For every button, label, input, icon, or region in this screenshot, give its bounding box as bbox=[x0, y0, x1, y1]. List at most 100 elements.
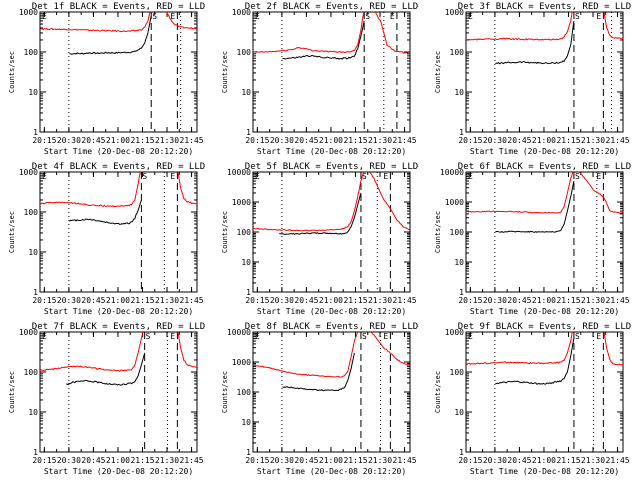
marker-label-right: E bbox=[383, 332, 388, 341]
x-tick-label: 21:15 bbox=[556, 456, 580, 465]
x-tick-label: 21:45 bbox=[393, 456, 417, 465]
y-tick-label: 10 bbox=[28, 248, 38, 257]
x-tick-label: 21:15 bbox=[130, 136, 154, 145]
chart-panel-3: Det 3f BLACK = Events, RED = LLD Counts/s… bbox=[434, 2, 631, 156]
y-axis-label: Counts/sec bbox=[8, 371, 16, 413]
y-tick-label: 10 bbox=[28, 408, 38, 417]
y-tick-label: 10 bbox=[241, 258, 251, 267]
series-line-lld bbox=[466, 332, 623, 366]
x-tick-label: 21:30 bbox=[368, 296, 392, 305]
y-tick-label: 10 bbox=[241, 418, 251, 427]
x-tick-label: 21:30 bbox=[155, 456, 179, 465]
x-tick-label: 21:30 bbox=[581, 456, 605, 465]
x-tick-label: 21:45 bbox=[180, 296, 204, 305]
y-tick-label: 10 bbox=[28, 88, 38, 97]
x-tick-label: 20:45 bbox=[294, 296, 318, 305]
y-tick-label: 1 bbox=[459, 288, 464, 297]
plot-frame bbox=[39, 331, 198, 453]
x-tick-label: 21:00 bbox=[106, 296, 130, 305]
marker-label-mid: S bbox=[152, 12, 157, 21]
chart-panel-5: Det 5f BLACK = Events, RED = LLD Counts/s… bbox=[221, 162, 418, 316]
marker-label-right: E bbox=[596, 172, 601, 181]
marker-label-mid: S bbox=[575, 172, 580, 181]
y-axis-label: Counts/sec bbox=[221, 211, 229, 253]
marker-label-right: E bbox=[170, 172, 175, 181]
x-tick-label: 20:30 bbox=[270, 136, 294, 145]
x-tick-label: 21:45 bbox=[606, 456, 630, 465]
x-tick-label: 21:15 bbox=[343, 456, 367, 465]
x-tick-label: 21:45 bbox=[393, 296, 417, 305]
y-tick-label: 1 bbox=[246, 288, 251, 297]
x-axis-label: Start Time (20-Dec-08 20:12:20) bbox=[44, 307, 193, 316]
marker-label-left: E bbox=[468, 332, 473, 341]
chart-panel-8: Det 8f BLACK = Events, RED = LLD Counts/s… bbox=[221, 322, 418, 476]
x-tick-label: 20:45 bbox=[294, 136, 318, 145]
y-tick-label: 100 bbox=[24, 368, 39, 377]
panel-title: Det 3f BLACK = Events, RED = LLD bbox=[458, 2, 631, 12]
series-line-events bbox=[65, 352, 146, 386]
marker-label-left: E bbox=[42, 332, 47, 341]
x-tick-label: 21:30 bbox=[155, 296, 179, 305]
series-line-events bbox=[279, 192, 362, 236]
marker-label-mid: S bbox=[362, 172, 367, 181]
x-axis-label: Start Time (20-Dec-08 20:12:20) bbox=[44, 467, 193, 476]
panel-title: Det 1f BLACK = Events, RED = LLD bbox=[32, 2, 205, 12]
marker-label-mid: S bbox=[575, 12, 580, 21]
y-tick-label: 100 bbox=[24, 208, 39, 217]
series-line-lld bbox=[466, 172, 623, 214]
y-tick-label: 10 bbox=[241, 88, 251, 97]
x-tick-label: 20:45 bbox=[81, 296, 105, 305]
y-tick-label: 100 bbox=[237, 228, 252, 237]
y-axis-label: Counts/sec bbox=[221, 51, 229, 93]
x-tick-label: 21:30 bbox=[581, 296, 605, 305]
y-axis-label: Counts/sec bbox=[434, 211, 442, 253]
chart-panel-1: Det 1f BLACK = Events, RED = LLD Counts/s… bbox=[8, 2, 205, 156]
y-tick-label: 10000 bbox=[440, 168, 464, 177]
x-tick-label: 21:00 bbox=[532, 296, 556, 305]
x-tick-label: 20:45 bbox=[81, 456, 105, 465]
series-line-events bbox=[69, 199, 142, 225]
x-tick-label: 20:45 bbox=[507, 456, 531, 465]
x-tick-label: 20:15 bbox=[245, 296, 269, 305]
x-tick-label: 20:45 bbox=[81, 136, 105, 145]
x-tick-label: 21:00 bbox=[106, 136, 130, 145]
x-tick-label: 20:45 bbox=[294, 456, 318, 465]
x-tick-label: 20:15 bbox=[245, 136, 269, 145]
marker-label-left: E bbox=[42, 12, 47, 21]
plot-frame bbox=[252, 171, 411, 293]
panel-title: Det 2f BLACK = Events, RED = LLD bbox=[245, 2, 418, 12]
y-tick-label: 100 bbox=[450, 228, 465, 237]
series-line-events bbox=[495, 338, 575, 385]
chart-panel-2: Det 2f BLACK = Events, RED = LLD Counts/s… bbox=[221, 2, 418, 156]
marker-label-mid: S bbox=[362, 332, 367, 341]
plot-frame bbox=[39, 171, 198, 293]
chart-panel-6: Det 6f BLACK = Events, RED = LLD Counts/s… bbox=[434, 162, 631, 316]
chart-panel-7: Det 7f BLACK = Events, RED = LLD Counts/s… bbox=[8, 322, 205, 476]
marker-label-mid: S bbox=[575, 332, 580, 341]
series-line-lld bbox=[40, 332, 197, 372]
y-tick-label: 100 bbox=[450, 48, 465, 57]
y-tick-label: 1 bbox=[246, 128, 251, 137]
y-axis-label: Counts/sec bbox=[221, 371, 229, 413]
x-tick-label: 21:30 bbox=[368, 456, 392, 465]
plot-frame bbox=[465, 331, 624, 453]
y-tick-label: 100 bbox=[24, 48, 39, 57]
marker-label-right: E bbox=[596, 12, 601, 21]
x-tick-label: 20:45 bbox=[507, 136, 531, 145]
y-tick-label: 1 bbox=[33, 128, 38, 137]
x-axis-label: Start Time (20-Dec-08 20:12:20) bbox=[257, 467, 406, 476]
y-tick-label: 1 bbox=[459, 128, 464, 137]
marker-label-right: E bbox=[390, 12, 395, 21]
y-tick-label: 1 bbox=[33, 288, 38, 297]
marker-label-mid: S bbox=[365, 12, 370, 21]
chart-panel-4: Det 4f BLACK = Events, RED = LLD Counts/s… bbox=[8, 162, 205, 316]
panel-title: Det 6f BLACK = Events, RED = LLD bbox=[458, 162, 631, 172]
marker-label-mid: S bbox=[142, 172, 147, 181]
y-tick-label: 1 bbox=[246, 448, 251, 457]
x-tick-label: 21:30 bbox=[368, 136, 392, 145]
y-tick-label: 1000 bbox=[445, 328, 464, 337]
marker-label-right: E bbox=[383, 172, 388, 181]
y-tick-label: 100 bbox=[237, 388, 252, 397]
y-tick-label: 1000 bbox=[19, 168, 38, 177]
